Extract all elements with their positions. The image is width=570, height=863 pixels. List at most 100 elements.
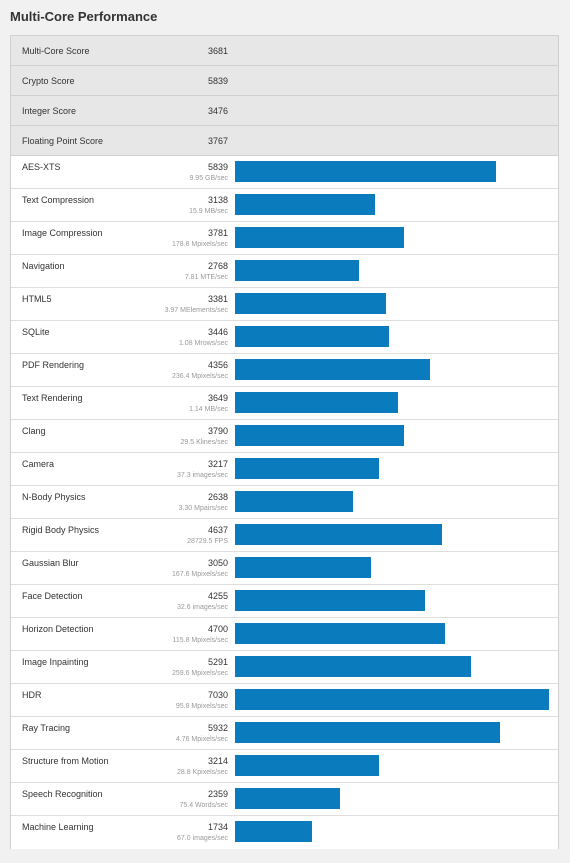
workload-name: Horizon Detection bbox=[22, 624, 94, 634]
score-bar-track bbox=[235, 392, 549, 413]
workload-throughput: 3.97 MElements/sec bbox=[164, 307, 228, 314]
score-bar-track bbox=[235, 227, 549, 248]
workload-name: Clang bbox=[22, 426, 46, 436]
workload-score: 5839 bbox=[207, 162, 228, 172]
score-bar-track bbox=[235, 689, 549, 710]
workload-score: 3781 bbox=[207, 228, 228, 238]
workload-score: 4356 bbox=[207, 360, 228, 370]
workload-throughput: 28729.5 FPS bbox=[187, 538, 228, 545]
workload-score: 2638 bbox=[207, 492, 228, 502]
workload-row: Ray Tracing 5932 4.76 Mpixels/sec bbox=[11, 717, 558, 750]
score-bar bbox=[235, 788, 340, 809]
workload-name: Gaussian Blur bbox=[22, 558, 79, 568]
workload-row: Machine Learning 1734 67.0 images/sec bbox=[11, 816, 558, 849]
score-bar-track bbox=[235, 491, 549, 512]
workload-name: Image Inpainting bbox=[22, 657, 89, 667]
score-bar-track bbox=[235, 524, 549, 545]
summary-label: Floating Point Score bbox=[22, 135, 104, 146]
summary-label: Multi-Core Score bbox=[22, 45, 90, 56]
workload-row: PDF Rendering 4356 236.4 Mpixels/sec bbox=[11, 354, 558, 387]
workload-throughput: 115.8 Mpixels/sec bbox=[172, 637, 228, 644]
workload-row: Rigid Body Physics 4637 28729.5 FPS bbox=[11, 519, 558, 552]
workload-score: 3381 bbox=[207, 294, 228, 304]
score-bar bbox=[235, 623, 445, 644]
workload-throughput: 167.6 Mpixels/sec bbox=[171, 571, 228, 578]
score-bar-track bbox=[235, 590, 549, 611]
workload-name: PDF Rendering bbox=[22, 360, 85, 370]
score-bar bbox=[235, 227, 404, 248]
score-bar bbox=[235, 194, 375, 215]
score-bar-track bbox=[235, 755, 549, 776]
workload-name: SQLite bbox=[22, 327, 50, 337]
score-bar bbox=[235, 821, 312, 842]
workload-name: Ray Tracing bbox=[22, 723, 71, 733]
summary-label: Integer Score bbox=[22, 105, 77, 116]
workload-name: HTML5 bbox=[22, 294, 52, 304]
workload-throughput: 32.6 images/sec bbox=[177, 604, 228, 611]
score-bar-track bbox=[235, 821, 549, 842]
workload-throughput: 7.81 MTE/sec bbox=[184, 274, 228, 281]
workload-name: Text Rendering bbox=[22, 393, 83, 403]
score-bar bbox=[235, 524, 442, 545]
summary-row: Integer Score 3476 bbox=[11, 96, 558, 126]
workload-throughput: 29.5 Klines/sec bbox=[180, 439, 228, 446]
workload-row: Structure from Motion 3214 28.8 Kpixels/se… bbox=[11, 750, 558, 783]
workload-name: Speech Recognition bbox=[22, 789, 103, 799]
workload-score: 3790 bbox=[207, 426, 228, 436]
workload-throughput: 75.4 Words/sec bbox=[179, 802, 228, 809]
score-bar bbox=[235, 656, 471, 677]
workload-throughput: 1.14 MB/sec bbox=[189, 406, 228, 413]
workload-name: Camera bbox=[22, 459, 55, 469]
workload-name: Face Detection bbox=[22, 591, 83, 601]
page-title: Multi-Core Performance bbox=[10, 9, 158, 24]
workload-throughput: 3.30 Mpairs/sec bbox=[178, 505, 228, 512]
workload-row: Face Detection 4255 32.6 images/sec bbox=[11, 585, 558, 618]
score-bar bbox=[235, 425, 404, 446]
score-bar-track bbox=[235, 293, 549, 314]
score-bar-track bbox=[235, 623, 549, 644]
score-bar bbox=[235, 557, 371, 578]
workload-score: 4700 bbox=[207, 624, 228, 634]
summary-row: Floating Point Score 3767 bbox=[11, 126, 558, 156]
workload-score: 3446 bbox=[207, 327, 228, 337]
workload-throughput: 67.0 images/sec bbox=[177, 835, 228, 842]
workload-name: Rigid Body Physics bbox=[22, 525, 100, 535]
workload-throughput: 178.8 Mpixels/sec bbox=[171, 241, 228, 248]
workload-throughput: 15.9 MB/sec bbox=[189, 208, 228, 215]
workload-throughput: 1.08 Mrows/sec bbox=[178, 340, 228, 347]
benchmark-table: Multi-Core Score 3681 Crypto Score 5839 Inte… bbox=[10, 35, 559, 849]
score-bar-track bbox=[235, 161, 549, 182]
summary-score: 3681 bbox=[207, 45, 228, 56]
workload-score: 4637 bbox=[207, 525, 228, 535]
score-bar bbox=[235, 722, 500, 743]
workload-throughput: 9.95 GB/sec bbox=[189, 175, 228, 182]
workload-score: 1734 bbox=[207, 822, 228, 832]
workload-score: 5291 bbox=[207, 657, 228, 667]
workload-name: Text Compression bbox=[22, 195, 95, 205]
score-bar-track bbox=[235, 557, 549, 578]
score-bar-track bbox=[235, 656, 549, 677]
score-bar bbox=[235, 161, 496, 182]
workload-row: Horizon Detection 4700 115.8 Mpixels/sec bbox=[11, 618, 558, 651]
summary-score: 3476 bbox=[207, 105, 228, 116]
score-bar bbox=[235, 491, 353, 512]
score-bar bbox=[235, 392, 398, 413]
workload-score: 7030 bbox=[207, 690, 228, 700]
workload-score: 3138 bbox=[207, 195, 228, 205]
summary-score: 3767 bbox=[207, 135, 228, 146]
workload-throughput: 37.3 images/sec bbox=[177, 472, 228, 479]
workload-throughput: 28.8 Kpixels/sec bbox=[177, 769, 228, 776]
workload-score: 5932 bbox=[207, 723, 228, 733]
summary-label: Crypto Score bbox=[22, 75, 75, 86]
score-bar-track bbox=[235, 788, 549, 809]
workload-throughput: 259.6 Mpixels/sec bbox=[171, 670, 228, 677]
workload-row: Gaussian Blur 3050 167.6 Mpixels/sec bbox=[11, 552, 558, 585]
summary-row: Crypto Score 5839 bbox=[11, 66, 558, 96]
workload-row: Text Compression 3138 15.9 MB/sec bbox=[11, 189, 558, 222]
score-bar-track bbox=[235, 326, 549, 347]
workload-row: HDR 7030 95.8 Mpixels/sec bbox=[11, 684, 558, 717]
score-bar-track bbox=[235, 260, 549, 281]
score-bar-track bbox=[235, 194, 549, 215]
workload-row: Camera 3217 37.3 images/sec bbox=[11, 453, 558, 486]
workload-score: 3214 bbox=[207, 756, 228, 766]
